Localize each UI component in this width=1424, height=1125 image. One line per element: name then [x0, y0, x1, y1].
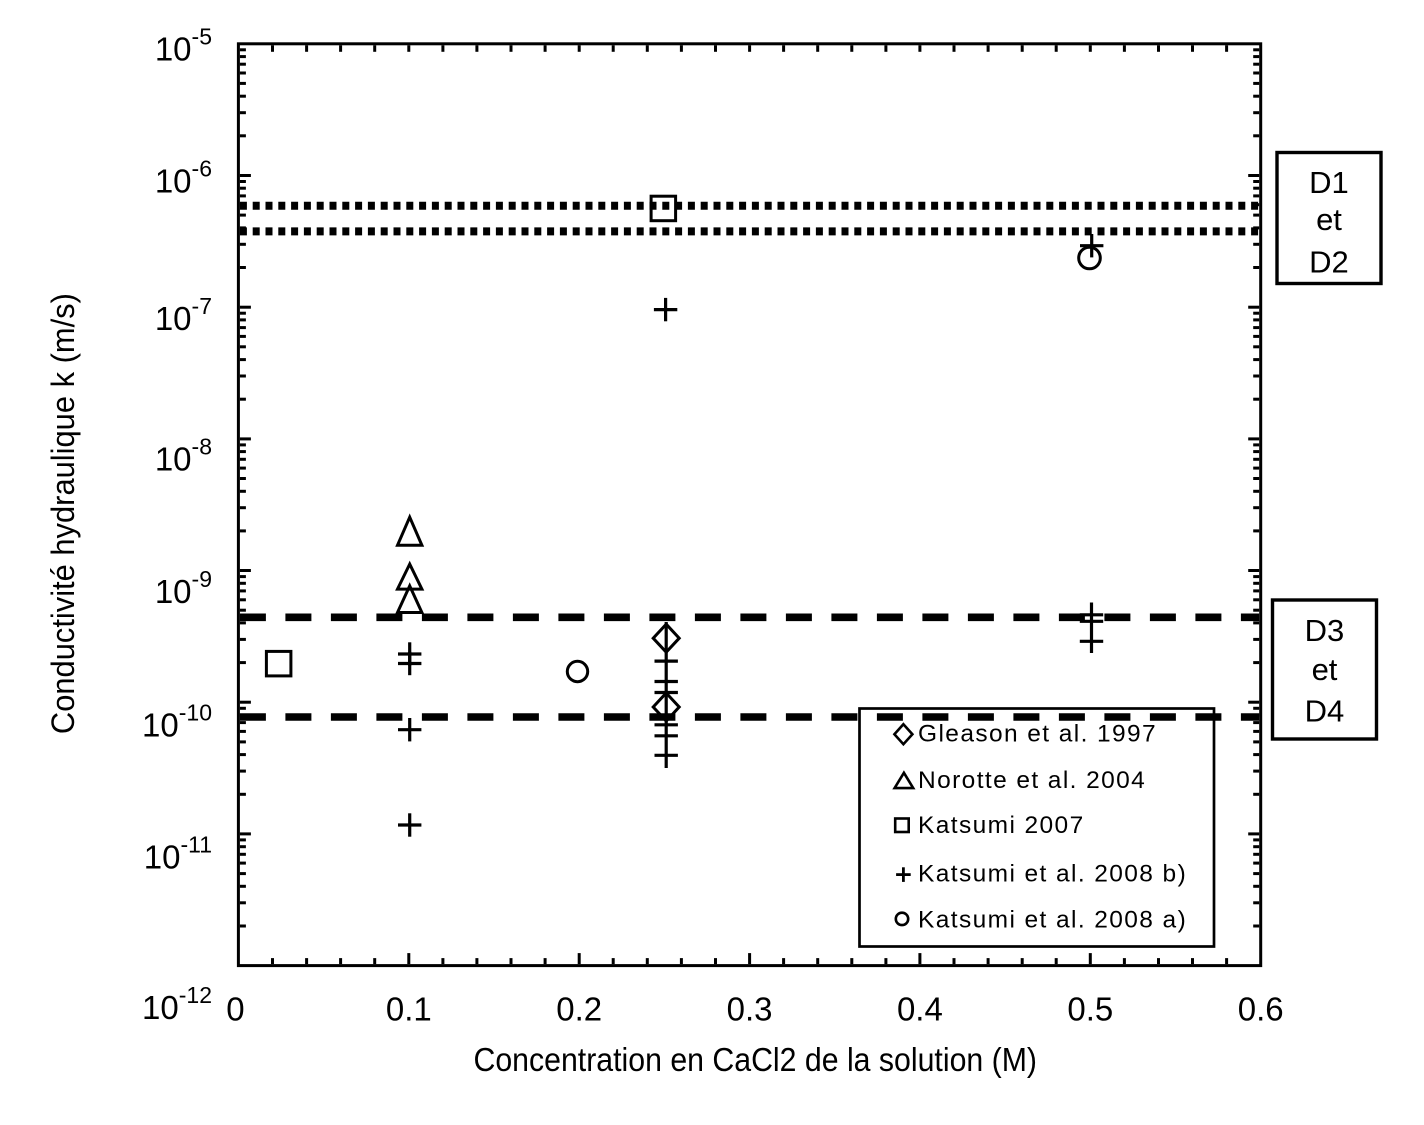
svg-text:10-8: 10-8 — [155, 433, 212, 477]
svg-text:D1: D1 — [1309, 165, 1349, 200]
svg-text:10-9: 10-9 — [155, 566, 212, 610]
svg-text:0.1: 0.1 — [386, 991, 432, 1028]
svg-text:Katsumi et al. 2008 b): Katsumi et al. 2008 b) — [918, 861, 1187, 888]
svg-text:Gleason et al. 1997: Gleason et al. 1997 — [918, 720, 1157, 747]
svg-text:0: 0 — [226, 991, 244, 1028]
svg-text:Katsumi et al. 2008 a): Katsumi et al. 2008 a) — [918, 906, 1187, 933]
svg-text:Conductivité hydraulique k (m/: Conductivité hydraulique k (m/s) — [45, 293, 81, 734]
svg-text:0.5: 0.5 — [1067, 991, 1113, 1028]
svg-text:Katsumi 2007: Katsumi 2007 — [918, 812, 1085, 839]
svg-text:D4: D4 — [1305, 693, 1345, 728]
svg-text:0.4: 0.4 — [897, 991, 943, 1028]
svg-text:et: et — [1312, 652, 1338, 687]
svg-text:0.6: 0.6 — [1238, 991, 1284, 1028]
svg-text:0.2: 0.2 — [556, 991, 602, 1028]
svg-text:D2: D2 — [1309, 245, 1349, 280]
svg-text:0.3: 0.3 — [727, 991, 773, 1028]
svg-text:Concentration en CaCl2 de la s: Concentration en CaCl2 de la solution (M… — [474, 1041, 1038, 1078]
svg-text:Norotte et al. 2004: Norotte et al. 2004 — [918, 767, 1146, 794]
svg-text:et: et — [1316, 202, 1342, 237]
svg-text:D3: D3 — [1305, 613, 1345, 648]
